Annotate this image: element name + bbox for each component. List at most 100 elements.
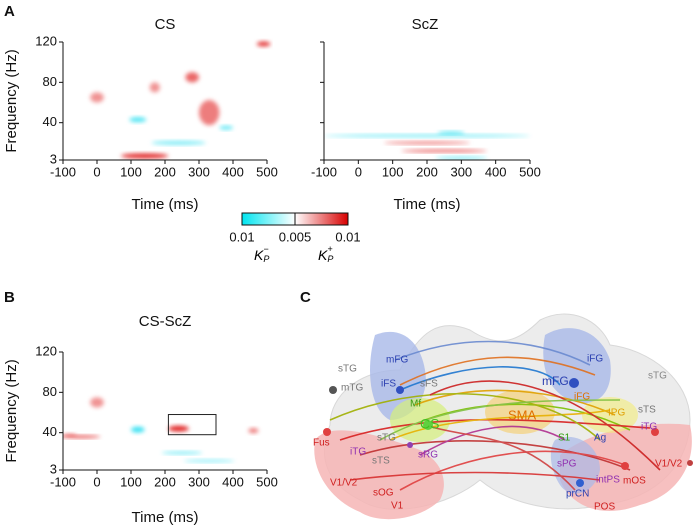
colorbar-tick-label: 0.01	[335, 229, 360, 244]
colorbar-label-sup: −	[263, 244, 268, 254]
colorbar-label: KP−	[254, 244, 269, 264]
x-tick-label: -100	[50, 164, 76, 179]
x-tick-label: 400	[485, 164, 507, 179]
heat-blob	[90, 397, 104, 408]
node-label: mTG	[341, 383, 363, 394]
y-tick-label: 120	[35, 33, 57, 48]
node	[323, 428, 331, 436]
node-label: IPG	[608, 408, 625, 419]
node	[687, 460, 693, 466]
central-left	[390, 398, 450, 442]
colorbar-label: KP+	[318, 244, 333, 264]
node	[407, 442, 413, 448]
colorbar-tick-label: 0.01	[229, 229, 254, 244]
blobs	[90, 41, 271, 159]
panel-letter: B	[4, 289, 15, 306]
x-axis-title: Time (ms)	[132, 509, 199, 526]
x-tick-label: 100	[120, 164, 142, 179]
node-label: V1/V2	[330, 478, 358, 489]
y-axis-title: Frequency (Hz)	[3, 359, 20, 462]
colorbar: 0.01 0.005 0.01 KP− KP+	[229, 212, 361, 264]
x-tick-label: -100	[311, 164, 337, 179]
node-label: prCN	[566, 489, 589, 500]
x-tick-label: 0	[93, 164, 100, 179]
heatmap-panel: ScZ -100 0 100 200 300 400 500 Time (ms)	[311, 16, 541, 213]
x-tick-label: 300	[450, 164, 472, 179]
y-tick-label: 120	[35, 343, 57, 358]
node-label: iFS	[381, 379, 396, 390]
node-label: V1/V2	[655, 459, 683, 470]
colorbar-tick-label: 0.005	[279, 229, 312, 244]
x-tick-label: 200	[154, 164, 176, 179]
node-label: mOS	[623, 476, 646, 487]
node-label: iFG	[587, 354, 603, 365]
node-label: Mf	[410, 399, 421, 410]
heat-blob	[219, 125, 233, 130]
node-label: V1	[391, 501, 404, 512]
node-label: Fus	[313, 438, 330, 449]
node-label: iTG	[350, 447, 366, 458]
node-label: sPG	[557, 459, 577, 470]
x-tick-label: 300	[188, 474, 210, 489]
heat-blob	[149, 82, 160, 93]
chart-title: CS-ScZ	[139, 313, 192, 330]
heat-blob	[63, 433, 77, 437]
x-tick-label: 400	[222, 474, 244, 489]
y-tick-label: 80	[43, 74, 57, 89]
panel-letter: C	[300, 289, 311, 306]
node-label: POS	[594, 502, 615, 513]
node	[396, 386, 404, 394]
node-label: SMA	[508, 407, 537, 422]
occipital-left	[314, 430, 444, 520]
node-label: S1	[558, 433, 571, 444]
node-label: sTG	[648, 371, 667, 382]
heat-blob	[185, 72, 199, 83]
colorbar-label-sub: P	[263, 254, 269, 264]
node	[621, 462, 629, 470]
colorbar-label-main: K	[318, 247, 328, 263]
x-tick-label: -100	[50, 474, 76, 489]
x-tick-label: 500	[519, 164, 541, 179]
heat-blob	[437, 131, 465, 135]
x-tick-label: 500	[256, 474, 278, 489]
node-label: mFG	[386, 355, 408, 366]
colorbar-label-sup: +	[327, 244, 332, 254]
heat-blob	[161, 451, 203, 455]
node-label: mFG	[542, 374, 569, 388]
heat-blob	[129, 117, 147, 123]
heat-blob	[256, 41, 271, 47]
heat-blob	[120, 153, 169, 159]
node-label: intPS	[596, 475, 620, 486]
heat-blob	[90, 92, 104, 103]
heat-blob	[384, 141, 470, 145]
colorbar-positive	[295, 213, 348, 225]
node-label: sOG	[373, 488, 394, 499]
x-axis-title: Time (ms)	[132, 196, 199, 213]
heat-blob	[168, 425, 189, 432]
node	[576, 479, 584, 487]
node	[329, 386, 337, 394]
x-tick-label: 100	[120, 474, 142, 489]
colorbar-negative	[242, 213, 295, 225]
heatmap-panel: CS-ScZ -100 0 100 200 300 400 500 3 40 80 120 Time (…	[3, 313, 278, 526]
node-label: sTS	[372, 456, 390, 467]
node-label: iFG	[574, 392, 590, 403]
y-tick-label: 40	[43, 114, 57, 129]
y-tick-label: 3	[50, 151, 57, 166]
x-tick-label: 200	[154, 474, 176, 489]
chart-title: CS	[155, 16, 176, 33]
heat-blob	[324, 134, 530, 138]
x-tick-label: 0	[93, 474, 100, 489]
node-label: Ag	[594, 433, 606, 444]
highlight-box	[167, 414, 217, 436]
colorbar-label-sub: P	[327, 254, 333, 264]
x-tick-label: 300	[188, 164, 210, 179]
blobs	[63, 397, 259, 463]
node-label: sTS	[638, 405, 656, 416]
node-label: sRG	[418, 450, 438, 461]
chart-title: ScZ	[412, 16, 439, 33]
heatmap-panel: CS -100 0 100 200 300 400 500 3 40 80 120 Time (ms) F…	[3, 16, 278, 213]
node	[423, 420, 433, 430]
x-tick-label: 400	[222, 164, 244, 179]
